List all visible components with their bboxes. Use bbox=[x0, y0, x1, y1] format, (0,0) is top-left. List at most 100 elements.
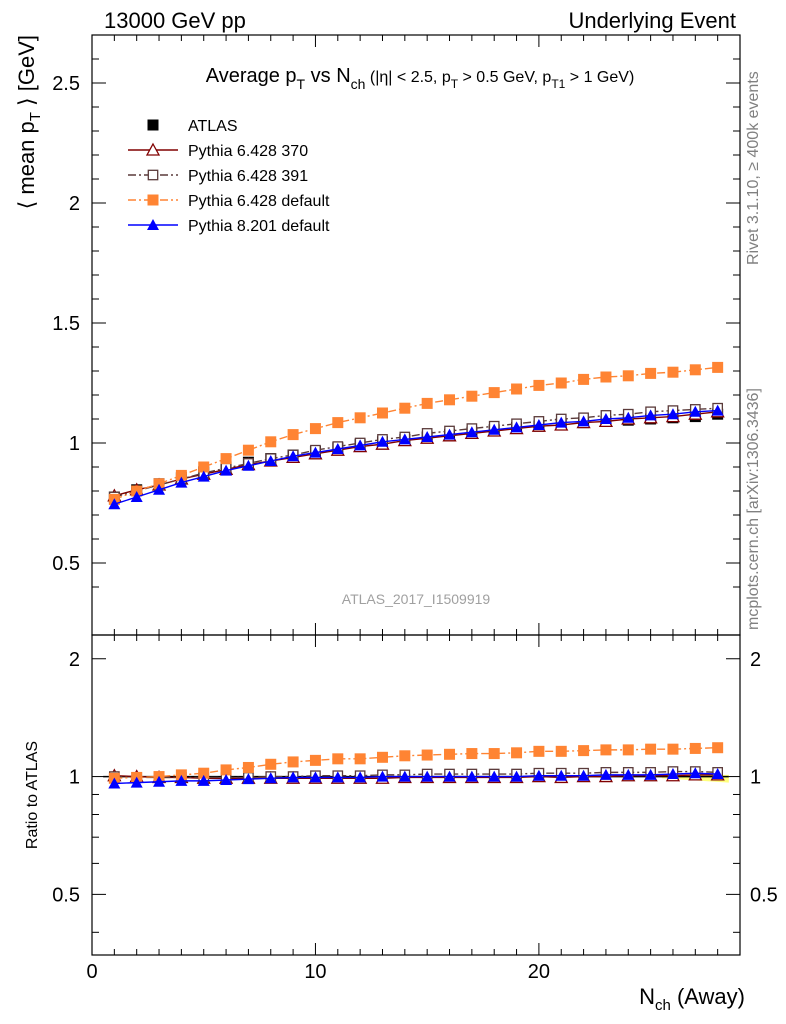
data-point bbox=[689, 364, 701, 376]
data-point bbox=[555, 745, 567, 757]
data-point bbox=[331, 771, 344, 783]
data-point bbox=[264, 455, 277, 466]
data-point bbox=[242, 761, 254, 773]
data-point bbox=[153, 775, 166, 787]
main-y-axis-label: ⟨ mean pT ⟩ [GeV] bbox=[14, 35, 44, 209]
data-point bbox=[533, 745, 545, 757]
series-line bbox=[114, 409, 718, 505]
data-point bbox=[264, 772, 277, 784]
title-sub: T bbox=[297, 76, 306, 92]
legend-entry: Pythia 8.201 default bbox=[128, 218, 330, 235]
data-point bbox=[511, 747, 523, 759]
data-point bbox=[444, 748, 456, 760]
header-left: 13000 GeV pp bbox=[104, 8, 246, 33]
data-point bbox=[488, 387, 500, 399]
ratio-y-axis-label: Ratio to ATLAS bbox=[24, 741, 41, 849]
series-line bbox=[114, 747, 718, 779]
legend-entry: Pythia 6.428 default bbox=[128, 193, 330, 210]
data-point bbox=[265, 436, 277, 448]
title-part: > 1 GeV) bbox=[565, 69, 634, 86]
xlabel-part: N bbox=[639, 984, 655, 1009]
data-point bbox=[197, 774, 210, 786]
data-point bbox=[220, 773, 233, 785]
legend-marker bbox=[147, 194, 159, 206]
legend-label: Pythia 6.428 391 bbox=[188, 168, 308, 185]
data-point bbox=[667, 366, 679, 378]
data-point bbox=[711, 768, 724, 780]
data-point bbox=[488, 423, 501, 435]
title-sub: T bbox=[451, 77, 459, 91]
data-point bbox=[578, 373, 590, 385]
data-point bbox=[644, 768, 657, 780]
data-point bbox=[175, 476, 188, 488]
data-point bbox=[510, 421, 523, 433]
data-point bbox=[577, 415, 590, 427]
data-point bbox=[600, 371, 612, 383]
data-point bbox=[242, 444, 254, 456]
data-point bbox=[376, 770, 389, 782]
header-right: Underlying Event bbox=[568, 8, 736, 33]
title-part: vs N bbox=[305, 65, 351, 87]
title-sub: ch bbox=[351, 76, 366, 92]
legend-label: Pythia 6.428 370 bbox=[188, 143, 308, 160]
data-point bbox=[309, 423, 321, 435]
ratio-y-axis: 0.5 0.5 1 1 2 2 bbox=[52, 649, 778, 933]
data-point bbox=[198, 767, 210, 779]
ratio-series-pythia-8-201-default bbox=[108, 767, 724, 789]
ratio-y-tick-label: 2 bbox=[69, 649, 80, 671]
y-tick-label: 2.5 bbox=[52, 73, 80, 95]
x-tick-label: 10 bbox=[304, 961, 326, 983]
x-axis-label: Nch (Away) bbox=[639, 984, 745, 1014]
data-point bbox=[555, 769, 568, 781]
data-point bbox=[532, 419, 545, 430]
series-line bbox=[114, 411, 718, 497]
legend-marker bbox=[147, 219, 159, 230]
data-point bbox=[287, 756, 299, 768]
data-point bbox=[555, 416, 568, 428]
data-point bbox=[108, 498, 121, 510]
data-point bbox=[332, 753, 344, 765]
data-point bbox=[376, 751, 388, 763]
data-point bbox=[666, 408, 679, 420]
legend: ATLAS Pythia 6.428 370 Pythia 6.428 391 Pyt… bbox=[128, 118, 330, 235]
data-point bbox=[421, 397, 433, 409]
y-tick-label: 0.5 bbox=[52, 553, 80, 575]
data-point bbox=[689, 405, 702, 417]
data-point bbox=[712, 361, 724, 373]
data-point bbox=[443, 770, 456, 782]
data-point bbox=[376, 435, 389, 447]
legend-entry: Pythia 6.428 391 bbox=[128, 168, 308, 185]
series-line bbox=[114, 774, 718, 779]
data-point bbox=[242, 773, 255, 785]
legend-marker bbox=[145, 142, 161, 156]
data-point bbox=[398, 770, 411, 782]
data-point bbox=[376, 407, 388, 419]
ylabel-part: ⟨ mean p bbox=[14, 121, 39, 209]
data-point bbox=[488, 748, 500, 760]
xlabel-part: (Away) bbox=[671, 984, 745, 1009]
legend-label: ATLAS bbox=[188, 118, 238, 135]
legend-marker bbox=[147, 169, 159, 181]
data-point bbox=[622, 370, 634, 382]
y-tick-label: 1.5 bbox=[52, 313, 80, 335]
title-part: Average p bbox=[206, 65, 297, 87]
data-point bbox=[533, 379, 545, 391]
data-point bbox=[421, 770, 434, 782]
data-point bbox=[465, 426, 478, 438]
ratio-y-tick-label-right: 2 bbox=[750, 649, 761, 671]
data-point bbox=[622, 411, 635, 423]
data-point bbox=[689, 742, 701, 754]
y-tick-label: 1 bbox=[69, 433, 80, 455]
data-point bbox=[332, 417, 344, 429]
series-pythia-6-428-default bbox=[108, 361, 724, 505]
data-point bbox=[465, 770, 478, 782]
data-point bbox=[711, 404, 724, 416]
data-point bbox=[197, 470, 210, 482]
data-point bbox=[600, 744, 612, 756]
data-point bbox=[309, 754, 321, 766]
legend-label: Pythia 8.201 default bbox=[188, 218, 330, 235]
data-point bbox=[242, 459, 255, 471]
data-point bbox=[399, 750, 411, 762]
legend-marker bbox=[147, 119, 159, 131]
data-point bbox=[666, 768, 679, 780]
